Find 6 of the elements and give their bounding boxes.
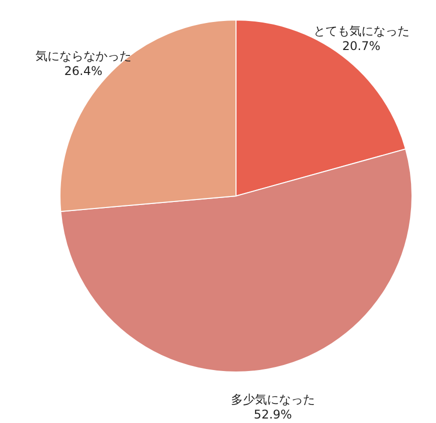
slice-label: 気にならなかった bbox=[35, 49, 132, 64]
slice-label: とても気になった bbox=[313, 24, 410, 38]
slice-label: 多少気になった bbox=[230, 392, 315, 407]
data-label: 20.7% bbox=[342, 39, 380, 54]
data-label: 52.9% bbox=[254, 408, 292, 422]
data-label: 26.4% bbox=[64, 64, 102, 78]
